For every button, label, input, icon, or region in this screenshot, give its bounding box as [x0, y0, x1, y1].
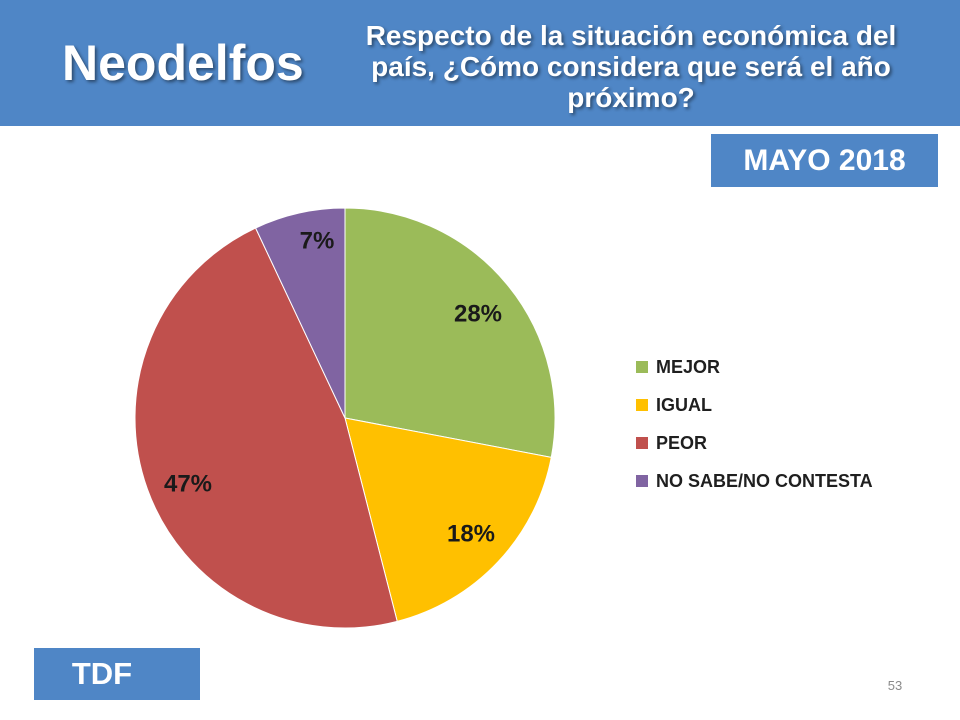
legend-item: IGUAL [636, 386, 873, 424]
legend-label: MEJOR [656, 356, 721, 377]
brand-title: Neodelfos [62, 35, 304, 91]
header-banner: Neodelfos Respecto de la situación econó… [0, 0, 960, 126]
legend-item: NO SABE/NO CONTESTA [636, 462, 873, 500]
legend-swatch [636, 399, 648, 411]
legend-swatch [636, 361, 648, 373]
pie-slice-igual [344, 417, 552, 623]
pie-slice-no-sabe-no-contesta [254, 207, 346, 419]
pie-slice-peor [134, 227, 398, 629]
data-label-mejor: 28% [454, 301, 502, 328]
data-label-igual: 18% [447, 521, 495, 548]
legend-item: MEJOR [636, 348, 873, 386]
pie-slice-mejor [344, 207, 556, 458]
data-label-peor: 47% [164, 471, 212, 498]
data-label-no-sabe-no-contesta: 7% [300, 228, 335, 255]
question-title: Respecto de la situación económica del p… [365, 20, 897, 113]
date-badge: MAYO 2018 [711, 134, 938, 187]
slide-number: 53 [887, 678, 903, 693]
legend-label: IGUAL [656, 394, 712, 415]
source-badge: TDF [34, 648, 200, 700]
legend-item: PEOR [636, 424, 873, 462]
legend-label: NO SABE/NO CONTESTA [656, 470, 873, 491]
legend-swatch [636, 475, 648, 487]
legend-label: PEOR [656, 432, 708, 453]
chart-legend: MEJOR IGUAL PEOR NO SABE/NO CONTESTA [636, 348, 873, 500]
legend-swatch [636, 437, 648, 449]
